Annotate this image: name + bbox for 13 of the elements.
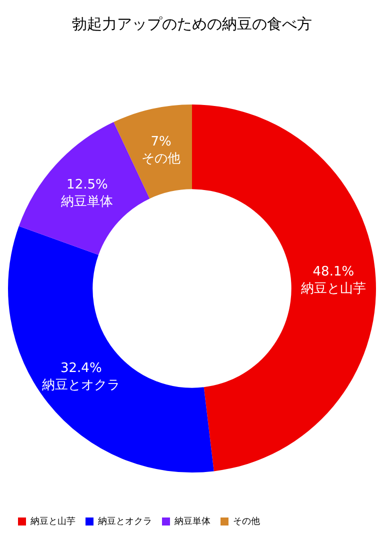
legend-label: その他 [233,516,260,527]
legend-label: 納豆とオクラ [98,516,152,527]
legend-label: 納豆単体 [174,516,210,527]
data-label: 32.4% [60,361,102,376]
legend-label: 納豆と山芋 [30,516,76,527]
slice-label: 納豆単体 [61,194,114,210]
slice-label: 納豆とオクラ [42,378,120,394]
data-label: 7% [150,134,172,150]
data-label: 48.1% [312,264,354,280]
data-label: 12.5% [66,178,108,193]
chart-title: 勃起力アップのための納豆の食べ方 [72,14,312,33]
slice-label: その他 [142,152,181,167]
slice-label: 納豆と山芋 [300,281,366,296]
